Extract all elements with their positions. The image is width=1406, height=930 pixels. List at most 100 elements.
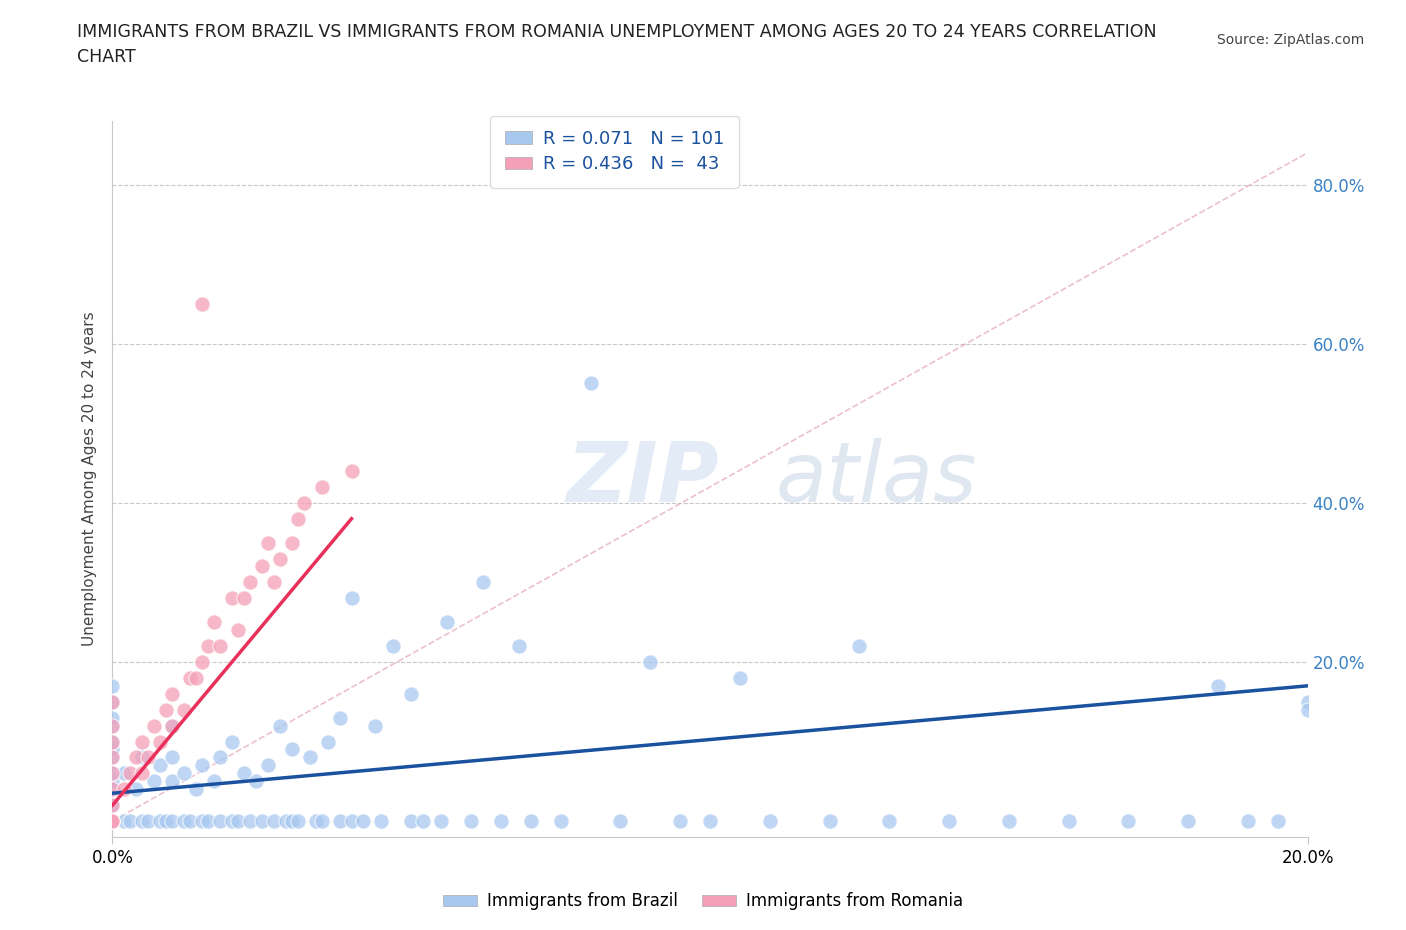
- Point: [311, 814, 333, 829]
- Point: [101, 711, 124, 725]
- Point: [101, 814, 124, 829]
- Point: [202, 774, 225, 789]
- Point: [370, 814, 392, 829]
- Text: IMMIGRANTS FROM BRAZIL VS IMMIGRANTS FROM ROMANIA UNEMPLOYMENT AMONG AGES 20 TO : IMMIGRANTS FROM BRAZIL VS IMMIGRANTS FRO…: [77, 23, 1157, 66]
- Point: [1118, 814, 1140, 829]
- Point: [1177, 814, 1199, 829]
- Point: [353, 814, 375, 829]
- Point: [879, 814, 901, 829]
- Point: [197, 814, 219, 829]
- Point: [430, 814, 453, 829]
- Point: [364, 718, 387, 733]
- Point: [101, 695, 124, 710]
- Point: [101, 814, 124, 829]
- Point: [101, 750, 124, 764]
- Point: [1267, 814, 1289, 829]
- Point: [191, 758, 214, 773]
- Point: [143, 774, 166, 789]
- Point: [101, 798, 124, 813]
- Point: [131, 814, 153, 829]
- Point: [640, 655, 662, 670]
- Point: [101, 814, 124, 829]
- Point: [101, 814, 124, 829]
- Point: [162, 718, 183, 733]
- Point: [239, 814, 262, 829]
- Point: [281, 814, 304, 829]
- Point: [609, 814, 631, 829]
- Point: [340, 463, 363, 478]
- Point: [699, 814, 721, 829]
- Point: [508, 639, 530, 654]
- Point: [401, 814, 423, 829]
- Point: [202, 615, 225, 630]
- Point: [101, 734, 124, 749]
- Point: [162, 686, 183, 701]
- Point: [101, 750, 124, 764]
- Point: [998, 814, 1021, 829]
- Point: [233, 766, 256, 781]
- Text: Source: ZipAtlas.com: Source: ZipAtlas.com: [1216, 33, 1364, 46]
- Point: [162, 718, 183, 733]
- Point: [101, 782, 124, 797]
- Point: [1296, 695, 1319, 710]
- Point: [340, 591, 363, 605]
- Point: [179, 814, 201, 829]
- Point: [101, 766, 124, 781]
- Point: [316, 734, 339, 749]
- Point: [669, 814, 692, 829]
- Point: [138, 750, 160, 764]
- Point: [305, 814, 328, 829]
- Point: [101, 678, 124, 693]
- Point: [239, 575, 262, 590]
- Point: [257, 758, 280, 773]
- Point: [155, 702, 177, 717]
- Point: [143, 718, 166, 733]
- Point: [125, 782, 148, 797]
- Point: [120, 766, 142, 781]
- Point: [579, 376, 602, 391]
- Point: [162, 774, 183, 789]
- Point: [179, 671, 201, 685]
- Point: [245, 774, 267, 789]
- Point: [173, 766, 195, 781]
- Point: [938, 814, 960, 829]
- Y-axis label: Unemployment Among Ages 20 to 24 years: Unemployment Among Ages 20 to 24 years: [82, 312, 97, 646]
- Point: [436, 615, 458, 630]
- Point: [274, 814, 297, 829]
- Point: [281, 742, 304, 757]
- Text: atlas: atlas: [776, 438, 977, 520]
- Point: [250, 559, 273, 574]
- Point: [101, 766, 124, 781]
- Point: [257, 535, 280, 550]
- Point: [101, 774, 124, 789]
- Point: [818, 814, 841, 829]
- Point: [125, 750, 148, 764]
- Point: [191, 655, 214, 670]
- Point: [287, 814, 309, 829]
- Point: [233, 591, 256, 605]
- Point: [162, 814, 183, 829]
- Point: [101, 718, 124, 733]
- Point: [186, 671, 208, 685]
- Point: [1057, 814, 1080, 829]
- Point: [221, 814, 243, 829]
- Legend: R = 0.071   N = 101, R = 0.436   N =  43: R = 0.071 N = 101, R = 0.436 N = 43: [491, 115, 738, 188]
- Point: [101, 734, 124, 749]
- Point: [728, 671, 751, 685]
- Point: [120, 814, 142, 829]
- Point: [101, 814, 124, 829]
- Point: [131, 750, 153, 764]
- Point: [101, 814, 124, 829]
- Point: [340, 814, 363, 829]
- Legend: Immigrants from Brazil, Immigrants from Romania: Immigrants from Brazil, Immigrants from …: [436, 885, 970, 917]
- Point: [263, 814, 285, 829]
- Point: [101, 798, 124, 813]
- Point: [1296, 702, 1319, 717]
- Point: [155, 814, 177, 829]
- Point: [263, 575, 285, 590]
- Point: [101, 814, 124, 829]
- Point: [221, 591, 243, 605]
- Point: [269, 718, 291, 733]
- Point: [209, 639, 232, 654]
- Point: [186, 782, 208, 797]
